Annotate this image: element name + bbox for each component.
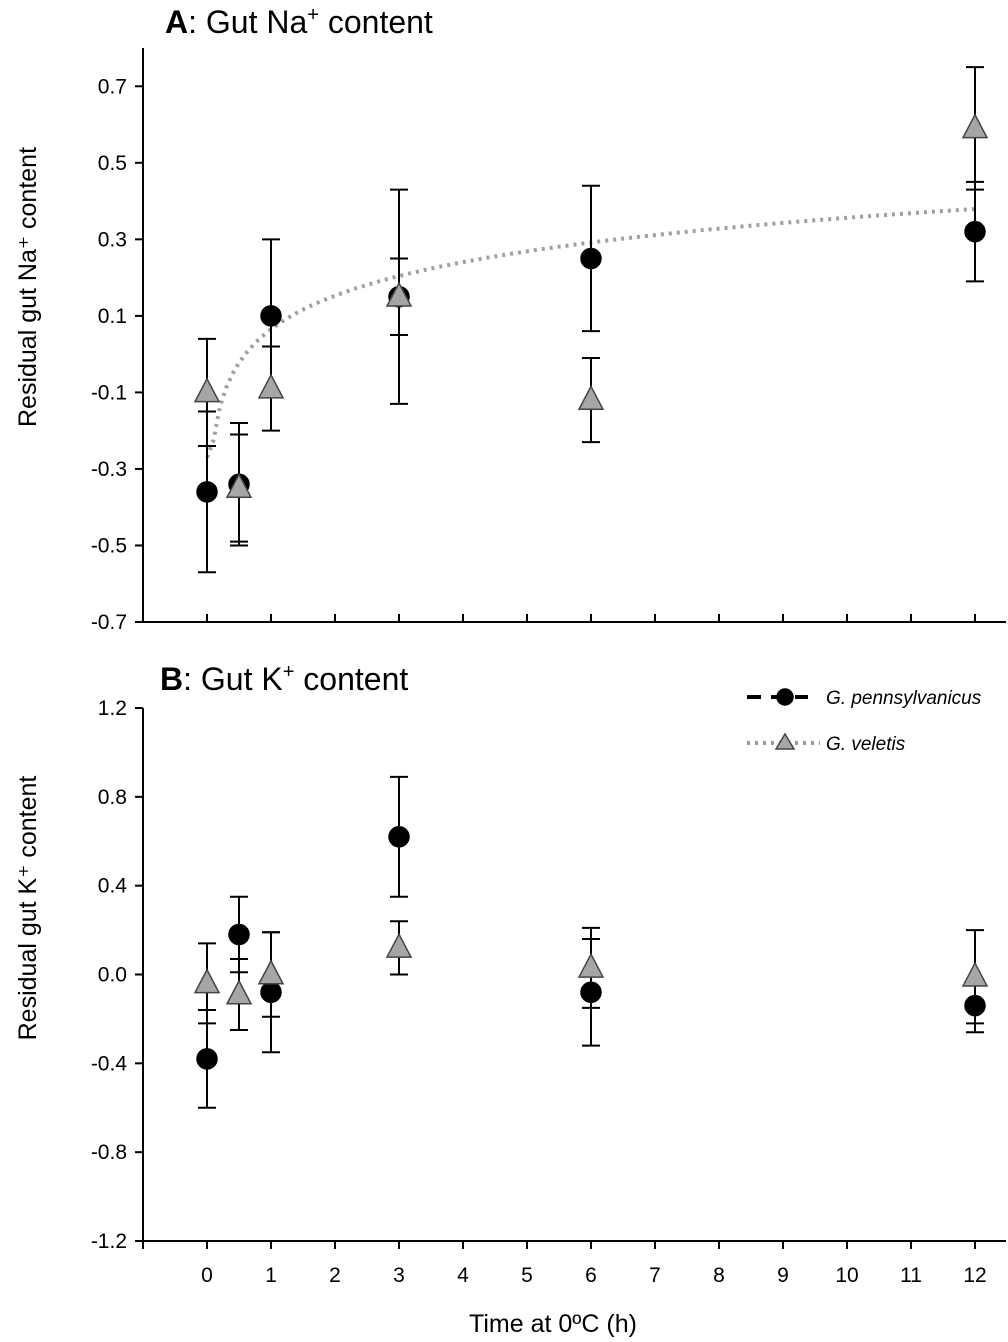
panel-b-point-g-pennsylvanicus — [196, 1048, 218, 1070]
panel-a-point-g-veletis — [257, 373, 285, 399]
panel-b-title-suffix: content — [294, 661, 408, 697]
panel-a-y-tick-label: -0.5 — [91, 534, 127, 557]
legend-item-g-pennsylvanicus: G. pennsylvanicus — [747, 688, 982, 709]
panel-b-y-tick-label: 0.8 — [98, 786, 127, 809]
panel-b-x-tick-label: 10 — [835, 1264, 858, 1287]
panel-a: A: Gut Na+ content Residual gut Na⁺ cont… — [14, 4, 1006, 634]
panel-b-point-g-pennsylvanicus — [580, 981, 602, 1004]
panel-b-y-tick-label: -0.8 — [91, 1141, 127, 1164]
panel-b-x-tick-label: 4 — [457, 1264, 469, 1287]
legend-marker-g-veletis — [774, 732, 796, 750]
panel-b-point-g-veletis — [385, 932, 413, 958]
panel-b-x-tick-label: 7 — [649, 1264, 661, 1287]
panel-b-point-g-pennsylvanicus — [964, 994, 986, 1017]
panel-a-point-g-veletis — [577, 384, 605, 411]
panel-b-y-tick-label: 1.2 — [98, 697, 127, 720]
panel-a-y-tick-label: -0.3 — [91, 458, 127, 481]
panel-a-y-tick-label: 0.7 — [98, 75, 127, 98]
panel-a-axes: 0.7 0.5 0.3 0.1 -0.1 -0.3 -0.5 -0.7 — [91, 48, 1006, 634]
panel-a-title-suffix: content — [319, 4, 433, 40]
panel-b-y-tick-label: -0.4 — [91, 1052, 128, 1075]
panel-b: B: Gut K+ content Residual gut K⁺ conten… — [14, 661, 1006, 1338]
legend: G. pennsylvanicus G. veletis — [747, 688, 982, 755]
panel-b-y-tick-label: -1.2 — [91, 1230, 127, 1253]
legend-label-g-pennsylvanicus: G. pennsylvanicus — [826, 688, 982, 709]
panel-b-letter: B — [160, 661, 183, 697]
panel-b-x-tick-label: 12 — [963, 1264, 986, 1287]
x-axis-label: Time at 0ºC (h) — [469, 1310, 637, 1338]
panel-b-x-tick-label: 0 — [201, 1264, 213, 1287]
panel-b-x-tick-label: 2 — [329, 1264, 341, 1287]
panel-b-point-g-veletis — [577, 952, 605, 978]
panel-b-x-tick-label: 3 — [393, 1264, 405, 1287]
panel-b-point-g-pennsylvanicus — [388, 826, 410, 848]
panel-a-y-axis-label: Residual gut Na⁺ content — [14, 147, 42, 427]
panel-b-x-tick-label: 1 — [265, 1264, 277, 1287]
panel-a-point-g-veletis — [225, 472, 253, 499]
panel-b-title-text: : Gut K — [183, 661, 283, 697]
panel-b-x-tick-label: 9 — [777, 1264, 789, 1287]
panel-b-point-g-veletis — [257, 959, 285, 985]
panel-b-axes: 1.20.80.40.0-0.4-0.8-1.20 1 2 3 4 5 6 7 8 9 10 11 12 — [91, 697, 1006, 1287]
panel-b-x-tick-label: 5 — [521, 1264, 533, 1287]
panel-a-title-text: : Gut Na — [188, 4, 307, 40]
panel-b-point-g-veletis — [225, 979, 253, 1005]
panel-a-y-tick-label: 0.3 — [98, 228, 127, 251]
panel-a-y-tick-label: -0.7 — [91, 611, 127, 634]
panel-a-point-g-veletis — [385, 281, 413, 307]
panel-a-letter: A — [165, 4, 188, 40]
panel-b-y-tick-label: 0.4 — [98, 875, 128, 898]
panel-b-title-sup: + — [283, 661, 295, 683]
panel-a-point-g-pennsylvanicus — [196, 481, 218, 503]
panel-b-x-tick-label: 11 — [900, 1264, 922, 1287]
panel-b-plot — [193, 775, 989, 1109]
panel-a-point-g-veletis — [193, 377, 221, 403]
panel-a-point-g-pennsylvanicus — [580, 247, 602, 270]
panel-b-point-g-veletis — [193, 968, 221, 994]
legend-label-g-veletis: G. veletis — [826, 734, 906, 755]
panel-a-y-tick-label: -0.1 — [91, 381, 127, 404]
panel-b-point-g-pennsylvanicus — [260, 981, 282, 1004]
legend-marker-g-pennsylvanicus — [776, 688, 794, 706]
panel-b-x-tick-label: 6 — [585, 1264, 597, 1287]
panel-a-point-g-veletis — [961, 113, 989, 139]
panel-b-point-g-pennsylvanicus — [228, 923, 250, 946]
panel-b-title: B: Gut K+ content — [160, 661, 408, 697]
panel-a-y-tick-label: 0.5 — [98, 152, 127, 175]
panel-a-plot — [193, 66, 989, 574]
panel-a-point-g-pennsylvanicus — [260, 305, 282, 327]
legend-item-g-veletis: G. veletis — [747, 732, 906, 755]
panel-a-point-g-pennsylvanicus — [964, 220, 986, 243]
panel-a-title-sup: + — [307, 4, 319, 26]
panel-b-y-tick-label: 0.0 — [98, 964, 127, 987]
panel-b-y-axis-label: Residual gut K⁺ content — [14, 776, 42, 1041]
panel-b-x-tick-label: 8 — [713, 1264, 725, 1287]
panel-a-y-tick-label: 0.1 — [98, 305, 127, 328]
panel-b-point-g-veletis — [961, 961, 989, 987]
panel-a-title: A: Gut Na+ content — [165, 4, 433, 40]
